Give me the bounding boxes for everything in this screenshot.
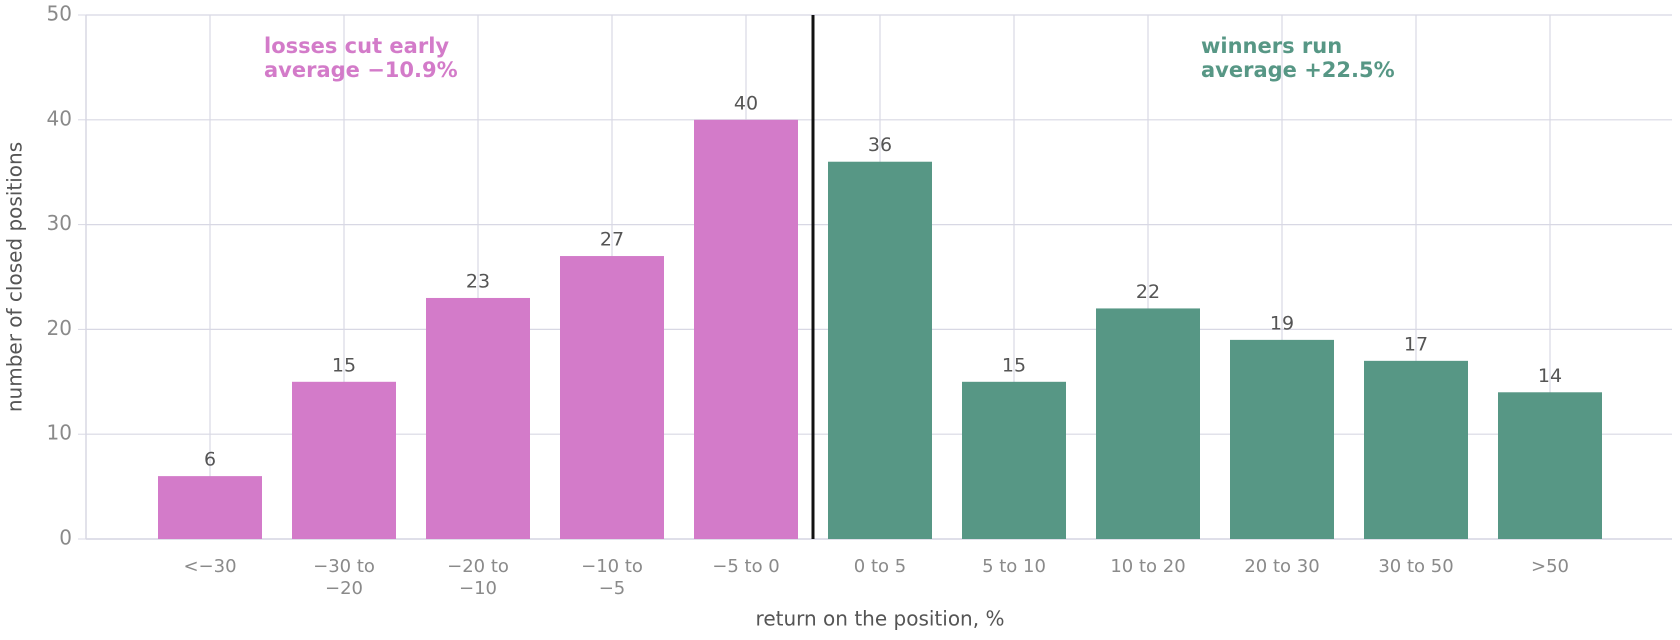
annotation: losses cut early [264, 34, 449, 58]
value-label: 15 [1002, 354, 1026, 376]
bar [694, 119, 798, 540]
value-label: 14 [1538, 365, 1562, 387]
value-label: 22 [1136, 281, 1160, 303]
annotation: average −10.9% [264, 58, 458, 82]
value-label: 15 [332, 354, 356, 376]
value-label: 23 [466, 270, 490, 292]
x-axis-label: return on the position, % [756, 607, 1005, 631]
x-tick-label: 20 to 30 [1244, 556, 1320, 577]
x-tick-label: <−30 [183, 556, 237, 577]
annotation: average +22.5% [1201, 58, 1395, 82]
value-label: 27 [600, 229, 624, 251]
x-tick-label: −20 to −10 [447, 556, 509, 599]
annotation: winners run [1201, 34, 1342, 58]
value-label: 6 [204, 449, 216, 471]
value-label: 36 [868, 134, 892, 156]
bar [1230, 339, 1334, 539]
bar [828, 161, 932, 539]
x-tick-label: −5 to 0 [712, 556, 780, 577]
value-label: 19 [1270, 312, 1294, 334]
x-tick-label: 5 to 10 [982, 556, 1046, 577]
bar [1364, 360, 1468, 539]
bar [158, 476, 262, 539]
y-tick-label: 40 [47, 106, 72, 130]
bar [1498, 392, 1602, 539]
x-tick-label: −10 to −5 [581, 556, 643, 599]
y-tick-label: 20 [47, 316, 72, 340]
x-tick-label: 10 to 20 [1110, 556, 1186, 577]
bar [426, 297, 530, 539]
bar [1096, 308, 1200, 539]
x-tick-label: 0 to 5 [853, 556, 907, 577]
bar [292, 381, 396, 539]
x-tick-label: 30 to 50 [1378, 556, 1454, 577]
value-label: 40 [734, 92, 758, 114]
y-tick-label: 10 [47, 421, 72, 445]
bar [962, 381, 1066, 539]
y-tick-label: 0 [59, 526, 72, 550]
value-label: 17 [1404, 333, 1428, 355]
bar [560, 256, 664, 539]
x-tick-label: >50 [1531, 556, 1569, 577]
x-tick-label: −30 to −20 [313, 556, 375, 599]
y-axis-label: number of closed positions [3, 142, 27, 412]
y-tick-label: 30 [47, 211, 72, 235]
y-tick-label: 50 [47, 2, 72, 26]
